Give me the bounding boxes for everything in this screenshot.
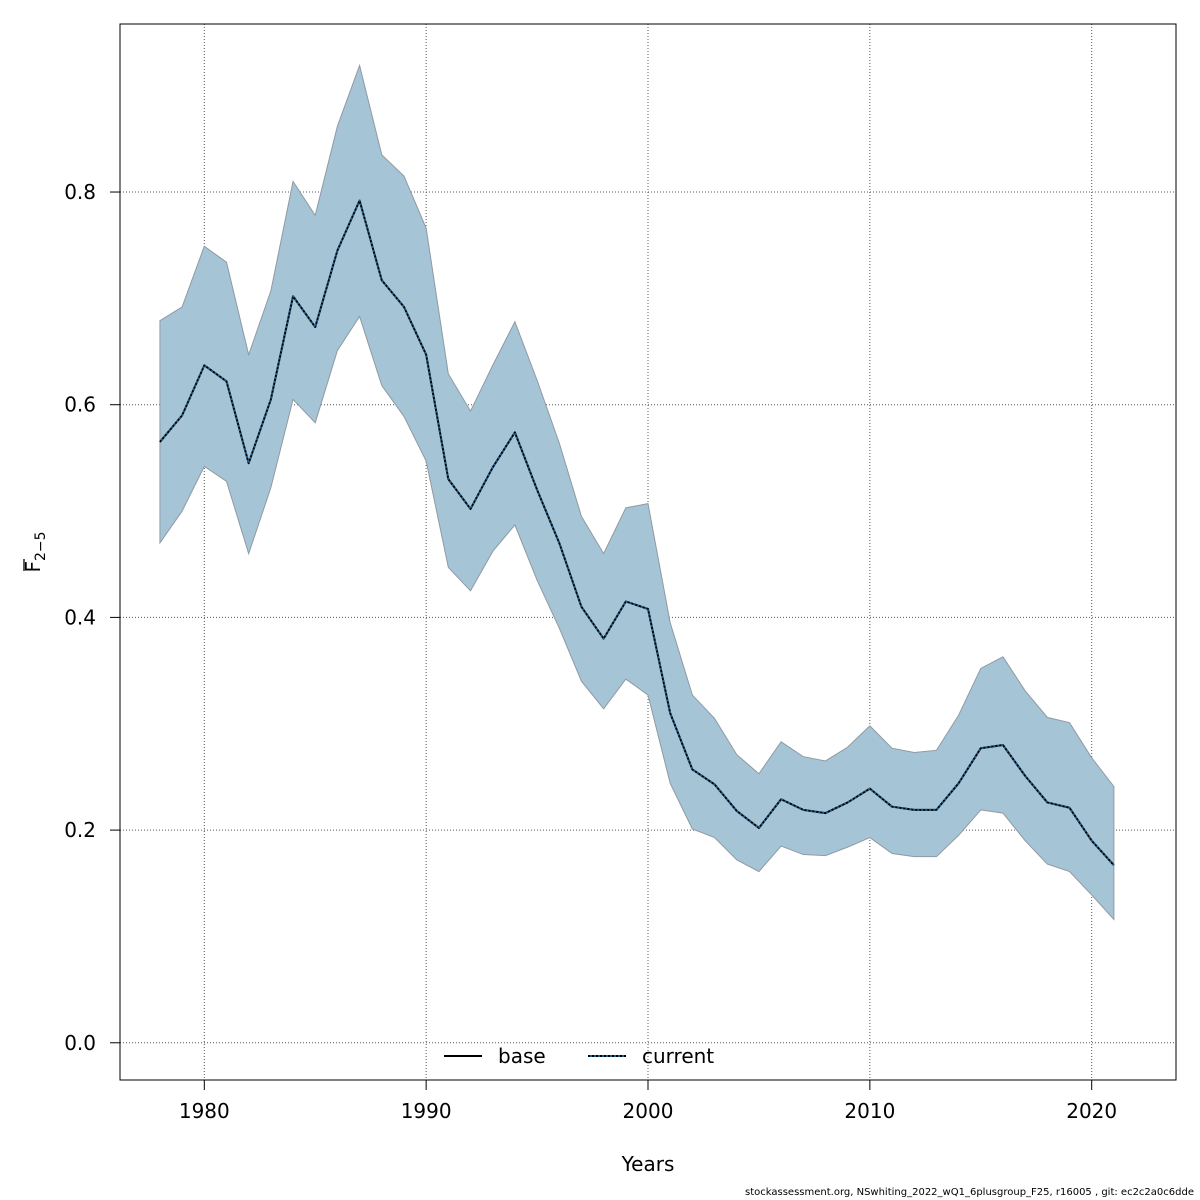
y-tick-label: 0.0 [64, 1031, 96, 1055]
y-axis-title: F2−5 [21, 531, 49, 572]
y-axis-title-main: F [21, 561, 45, 573]
x-tick-label: 1990 [401, 1099, 452, 1123]
legend: base current [444, 1044, 714, 1068]
svg-text:F2−5: F2−5 [21, 531, 49, 572]
footer-credit: stockassessment.org, NSwhiting_2022_wQ1_… [745, 1187, 1194, 1198]
grid [120, 24, 1176, 1080]
y-tick-label: 0.4 [64, 605, 96, 629]
y-axis: 0.0 0.2 0.4 0.6 0.8 [64, 180, 120, 1055]
x-tick-label: 2010 [844, 1099, 895, 1123]
x-tick-label: 2000 [623, 1099, 674, 1123]
series-lines [159, 199, 1115, 866]
y-tick-label: 0.2 [64, 818, 96, 842]
confidence-band [159, 63, 1115, 921]
y-tick-label: 0.8 [64, 180, 96, 204]
x-axis-title: Years [621, 1152, 675, 1176]
y-tick-label: 0.6 [64, 393, 96, 417]
x-tick-label: 2020 [1066, 1099, 1117, 1123]
x-tick-label: 1980 [179, 1099, 230, 1123]
legend-current-label: current [642, 1044, 714, 1068]
confidence-band-area [159, 63, 1115, 921]
y-axis-title-sub: 2−5 [33, 531, 49, 561]
series-current-line [159, 199, 1115, 866]
x-axis: 1980 1990 2000 2010 2020 [179, 1080, 1117, 1123]
legend-base-label: base [498, 1044, 546, 1068]
